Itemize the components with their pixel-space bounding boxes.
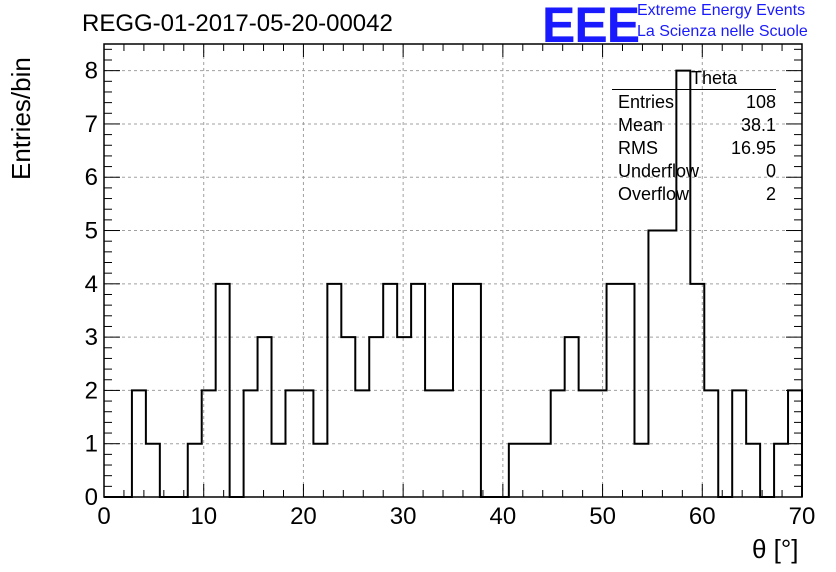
x-tick-label: 50 xyxy=(589,503,616,530)
stats-value: 2 xyxy=(765,184,776,204)
x-tick-label: 60 xyxy=(689,503,716,530)
y-tick-label: 8 xyxy=(85,58,98,85)
stats-row: RMS 16.95 xyxy=(612,138,776,161)
y-tick-label: 1 xyxy=(85,431,98,458)
logo-text-line2: La Scienza nelle Scuole xyxy=(637,23,808,40)
stats-label: Mean xyxy=(618,115,664,135)
stats-row: Overflow 2 xyxy=(612,184,776,207)
stats-label: Overflow xyxy=(618,184,690,204)
plot-frame xyxy=(103,43,803,498)
stats-label: RMS xyxy=(618,138,658,158)
stats-row: Underflow 0 xyxy=(612,161,776,184)
stats-box: Theta Entries 108 Mean 38.1 RMS 16.95 Un… xyxy=(612,68,776,207)
stats-row: Mean 38.1 xyxy=(612,115,776,138)
y-axis-label: Entries/bin xyxy=(6,57,36,180)
stats-title: Theta xyxy=(612,68,776,90)
x-tick-label: 70 xyxy=(789,503,816,530)
x-tick-label: 0 xyxy=(97,503,110,530)
stats-label: Entries xyxy=(618,92,675,112)
y-tick-label: 7 xyxy=(85,111,98,138)
y-tick-label: 4 xyxy=(85,271,98,298)
y-tick-label: 0 xyxy=(85,484,98,511)
x-tick-label: 40 xyxy=(490,503,517,530)
y-tick-label: 3 xyxy=(85,324,98,351)
histogram-series-line xyxy=(104,69,803,498)
eee-logo: EEE xyxy=(542,0,640,53)
stats-value: 16.95 xyxy=(730,138,776,158)
stats-value: 108 xyxy=(745,92,776,112)
y-tick-label: 6 xyxy=(85,164,98,191)
y-tick-label: 2 xyxy=(85,377,98,404)
logo-text-line1: Extreme Energy Events xyxy=(637,2,806,19)
stats-label: Underflow xyxy=(618,161,700,181)
plot-title: REGG-01-2017-05-20-00042 xyxy=(82,10,393,37)
stats-value: 38.1 xyxy=(740,115,776,135)
x-tick-label: 30 xyxy=(390,503,417,530)
x-axis-label: θ [°] xyxy=(752,534,799,564)
x-tick-label: 10 xyxy=(190,503,217,530)
y-tick-label: 5 xyxy=(85,218,98,245)
x-tick-label: 20 xyxy=(290,503,317,530)
stats-value: 0 xyxy=(765,161,776,181)
stats-row: Entries 108 xyxy=(612,92,776,115)
